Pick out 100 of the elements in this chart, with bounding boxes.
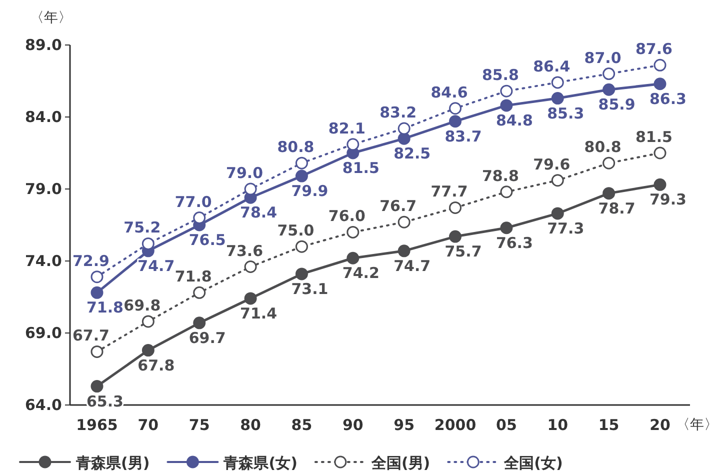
point: [602, 156, 616, 170]
data-label: 84.6: [430, 83, 468, 102]
point: [142, 315, 154, 328]
data-label: 80.8: [584, 138, 622, 156]
y-tick-label: 74.0: [24, 252, 62, 270]
point: [193, 316, 206, 330]
point: [193, 286, 206, 299]
x-tick-label: 75: [188, 416, 210, 434]
x-tick-label: 20: [650, 416, 670, 434]
point: [295, 268, 308, 280]
point: [346, 226, 360, 238]
point: [142, 237, 154, 250]
point: [449, 201, 462, 214]
data-label: 85.8: [482, 66, 519, 84]
point: [90, 286, 104, 299]
x-tick-label: 05: [496, 416, 517, 434]
data-label: 81.5: [342, 159, 380, 177]
y-tick-label: 69.0: [24, 324, 62, 342]
data-label: 82.1: [328, 119, 366, 138]
point: [295, 156, 308, 170]
data-label: 77.3: [547, 219, 584, 238]
point: [500, 84, 513, 98]
point: [449, 115, 462, 128]
data-label: 79.6: [533, 155, 570, 174]
data-label: 76.7: [380, 197, 417, 216]
point: [551, 92, 564, 105]
point: [346, 138, 360, 151]
data-label: 78.8: [482, 166, 519, 185]
data-label: 85.3: [547, 104, 584, 122]
point: [602, 187, 616, 200]
data-label: 72.9: [72, 252, 110, 270]
data-label: 80.8: [277, 138, 314, 156]
data-label: 83.2: [380, 104, 417, 122]
point: [295, 240, 308, 253]
x-tick-label: 70: [138, 416, 159, 434]
legend-label: 全国(女): [503, 454, 563, 472]
data-label: 67.7: [72, 326, 110, 345]
point: [602, 68, 616, 80]
x-tick-label: 95: [394, 416, 415, 434]
data-label: 71.4: [240, 304, 278, 322]
data-label: 69.7: [188, 328, 226, 347]
data-label: 82.5: [394, 144, 431, 163]
data-label: 75.0: [277, 222, 314, 240]
point: [500, 99, 513, 112]
y-tick-label: 89.0: [24, 36, 62, 54]
data-label: 87.6: [635, 40, 673, 58]
point: [90, 380, 104, 393]
point: [244, 260, 257, 274]
data-label: 75.7: [444, 242, 482, 261]
legend-label: 青森県(男): [75, 454, 150, 472]
point: [244, 292, 257, 305]
point: [654, 178, 666, 191]
data-label: 71.8: [86, 298, 124, 317]
y-tick-label: 64.0: [24, 396, 62, 414]
x-tick-label: 90: [342, 416, 364, 434]
point: [500, 186, 513, 198]
data-label: 79.0: [226, 164, 264, 182]
data-label: 73.1: [291, 280, 328, 298]
data-label: 77.7: [430, 182, 468, 201]
x-tick-label: 10: [547, 416, 568, 434]
data-label: 71.8: [174, 268, 212, 286]
data-label: 83.7: [444, 127, 482, 146]
point: [449, 102, 462, 115]
data-label: 79.3: [649, 190, 687, 209]
point: [90, 345, 104, 358]
point: [654, 78, 666, 90]
legend-label: 青森県(女): [222, 454, 298, 472]
data-label: 76.3: [496, 234, 533, 252]
data-label: 69.8: [124, 296, 161, 314]
data-label: 79.9: [291, 182, 328, 200]
data-label: 74.7: [394, 256, 431, 275]
data-label: 74.7: [138, 256, 175, 275]
data-label: 76.5: [188, 231, 226, 249]
data-label: 78.4: [240, 204, 278, 222]
point: [654, 58, 666, 72]
point: [500, 222, 513, 234]
x-tick-label: 2000: [434, 416, 476, 434]
x-tick-label: 15: [598, 416, 620, 434]
point: [551, 174, 564, 187]
data-label: 75.2: [124, 218, 161, 237]
y-tick-label: 79.0: [24, 180, 62, 198]
x-tick-label: 1965: [76, 416, 118, 434]
y-axis-title: 〈年〉: [30, 10, 72, 26]
x-tick-label: 85: [291, 416, 312, 434]
data-label: 87.0: [584, 48, 622, 67]
data-label: 84.8: [496, 111, 533, 130]
data-label: 81.5: [635, 128, 673, 146]
point: [551, 76, 564, 89]
data-label: 77.0: [174, 192, 212, 211]
point: [398, 244, 410, 258]
point: [398, 122, 410, 135]
point: [346, 252, 360, 264]
legend-label: 全国(男): [370, 454, 430, 472]
point: [654, 146, 666, 160]
data-label: 74.2: [342, 264, 380, 282]
point: [602, 83, 616, 96]
point: [244, 182, 257, 196]
point: [398, 132, 410, 145]
data-label: 67.8: [138, 356, 175, 374]
point: [142, 344, 154, 357]
